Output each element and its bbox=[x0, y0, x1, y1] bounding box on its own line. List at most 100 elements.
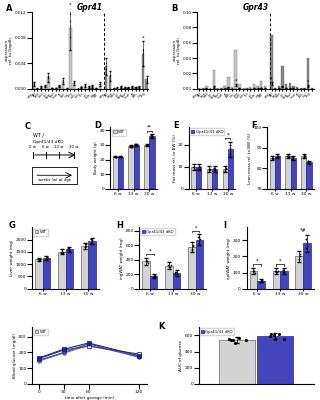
Text: B: B bbox=[172, 4, 178, 13]
Point bbox=[227, 151, 232, 157]
Point bbox=[173, 271, 178, 277]
Point bbox=[273, 86, 278, 92]
Point bbox=[90, 84, 95, 90]
Bar bbox=[212, 169, 217, 189]
Point bbox=[133, 85, 138, 91]
Bar bbox=[134, 88, 137, 89]
Point bbox=[262, 85, 268, 92]
Text: E: E bbox=[173, 121, 179, 130]
Legend: Gpr41/43 dKO: Gpr41/43 dKO bbox=[140, 228, 175, 235]
Bar bbox=[69, 28, 72, 89]
Point bbox=[309, 86, 314, 92]
Point bbox=[90, 237, 95, 244]
Point bbox=[89, 236, 94, 242]
Point bbox=[223, 168, 228, 174]
Point bbox=[276, 85, 281, 92]
Point bbox=[251, 268, 256, 274]
Point bbox=[211, 84, 216, 90]
Point bbox=[287, 85, 292, 92]
Point bbox=[60, 79, 66, 85]
Point bbox=[226, 85, 231, 91]
Point bbox=[38, 257, 43, 264]
Point bbox=[240, 86, 245, 92]
Point bbox=[229, 337, 234, 344]
Point bbox=[280, 83, 285, 90]
Point bbox=[302, 152, 307, 158]
Point bbox=[252, 85, 257, 92]
Text: G: G bbox=[9, 221, 15, 230]
Point bbox=[97, 81, 102, 88]
Point bbox=[233, 82, 238, 88]
Legend: WT: WT bbox=[33, 328, 48, 336]
Point bbox=[302, 86, 307, 92]
Point bbox=[255, 85, 260, 92]
Point bbox=[273, 86, 278, 92]
Point bbox=[43, 256, 48, 262]
Bar bbox=[73, 83, 75, 89]
Bar bbox=[303, 88, 306, 89]
Bar bbox=[256, 86, 259, 89]
Point bbox=[240, 86, 245, 92]
Point bbox=[46, 75, 51, 81]
Text: 30 w: 30 w bbox=[69, 144, 78, 148]
Point bbox=[244, 86, 249, 92]
Y-axis label: expression
rel. to Gapdh: expression rel. to Gapdh bbox=[172, 37, 181, 64]
Point bbox=[227, 142, 232, 148]
Bar bbox=[257, 336, 293, 384]
Bar bbox=[300, 88, 302, 89]
Bar bbox=[62, 81, 64, 89]
Point bbox=[275, 268, 280, 274]
Point bbox=[208, 166, 213, 172]
Point bbox=[126, 84, 131, 91]
Point bbox=[42, 83, 47, 90]
Point bbox=[281, 336, 286, 342]
Point bbox=[229, 85, 235, 92]
Point bbox=[291, 85, 296, 92]
Bar bbox=[165, 266, 173, 289]
Point bbox=[259, 85, 264, 91]
Point bbox=[248, 86, 253, 92]
Text: F: F bbox=[251, 121, 257, 130]
Bar bbox=[303, 244, 310, 289]
Point bbox=[197, 164, 202, 170]
Bar bbox=[133, 145, 139, 189]
Point bbox=[244, 86, 249, 92]
Point bbox=[137, 84, 142, 90]
Title: Gpr41: Gpr41 bbox=[77, 3, 103, 12]
Bar bbox=[274, 88, 276, 89]
Point bbox=[191, 164, 196, 170]
Point bbox=[152, 272, 157, 278]
Point bbox=[93, 86, 99, 92]
Point bbox=[50, 85, 55, 92]
Point bbox=[297, 256, 302, 262]
Point bbox=[273, 268, 278, 274]
Point bbox=[306, 82, 311, 89]
Bar bbox=[235, 50, 237, 89]
Point bbox=[83, 82, 88, 89]
Point bbox=[129, 84, 134, 90]
Bar bbox=[127, 88, 129, 89]
Text: *: * bbox=[307, 80, 309, 85]
Bar bbox=[306, 162, 311, 332]
Point bbox=[255, 85, 260, 92]
Point bbox=[222, 85, 227, 92]
Bar bbox=[84, 86, 86, 89]
Point bbox=[35, 86, 40, 92]
Text: C: C bbox=[25, 122, 31, 131]
Point bbox=[309, 86, 314, 92]
Point bbox=[68, 18, 73, 24]
Point bbox=[134, 142, 139, 148]
Point bbox=[287, 85, 292, 92]
Point bbox=[211, 84, 216, 90]
Point bbox=[89, 236, 94, 242]
Point bbox=[275, 269, 280, 275]
Point bbox=[196, 86, 202, 92]
Point bbox=[192, 163, 197, 170]
Point bbox=[122, 85, 127, 91]
Point bbox=[104, 60, 109, 66]
Point bbox=[240, 86, 245, 92]
Bar bbox=[257, 281, 265, 289]
Y-axis label: Blood glucose (mg/dl): Blood glucose (mg/dl) bbox=[13, 333, 17, 378]
Point bbox=[276, 152, 281, 159]
Bar bbox=[275, 156, 280, 332]
